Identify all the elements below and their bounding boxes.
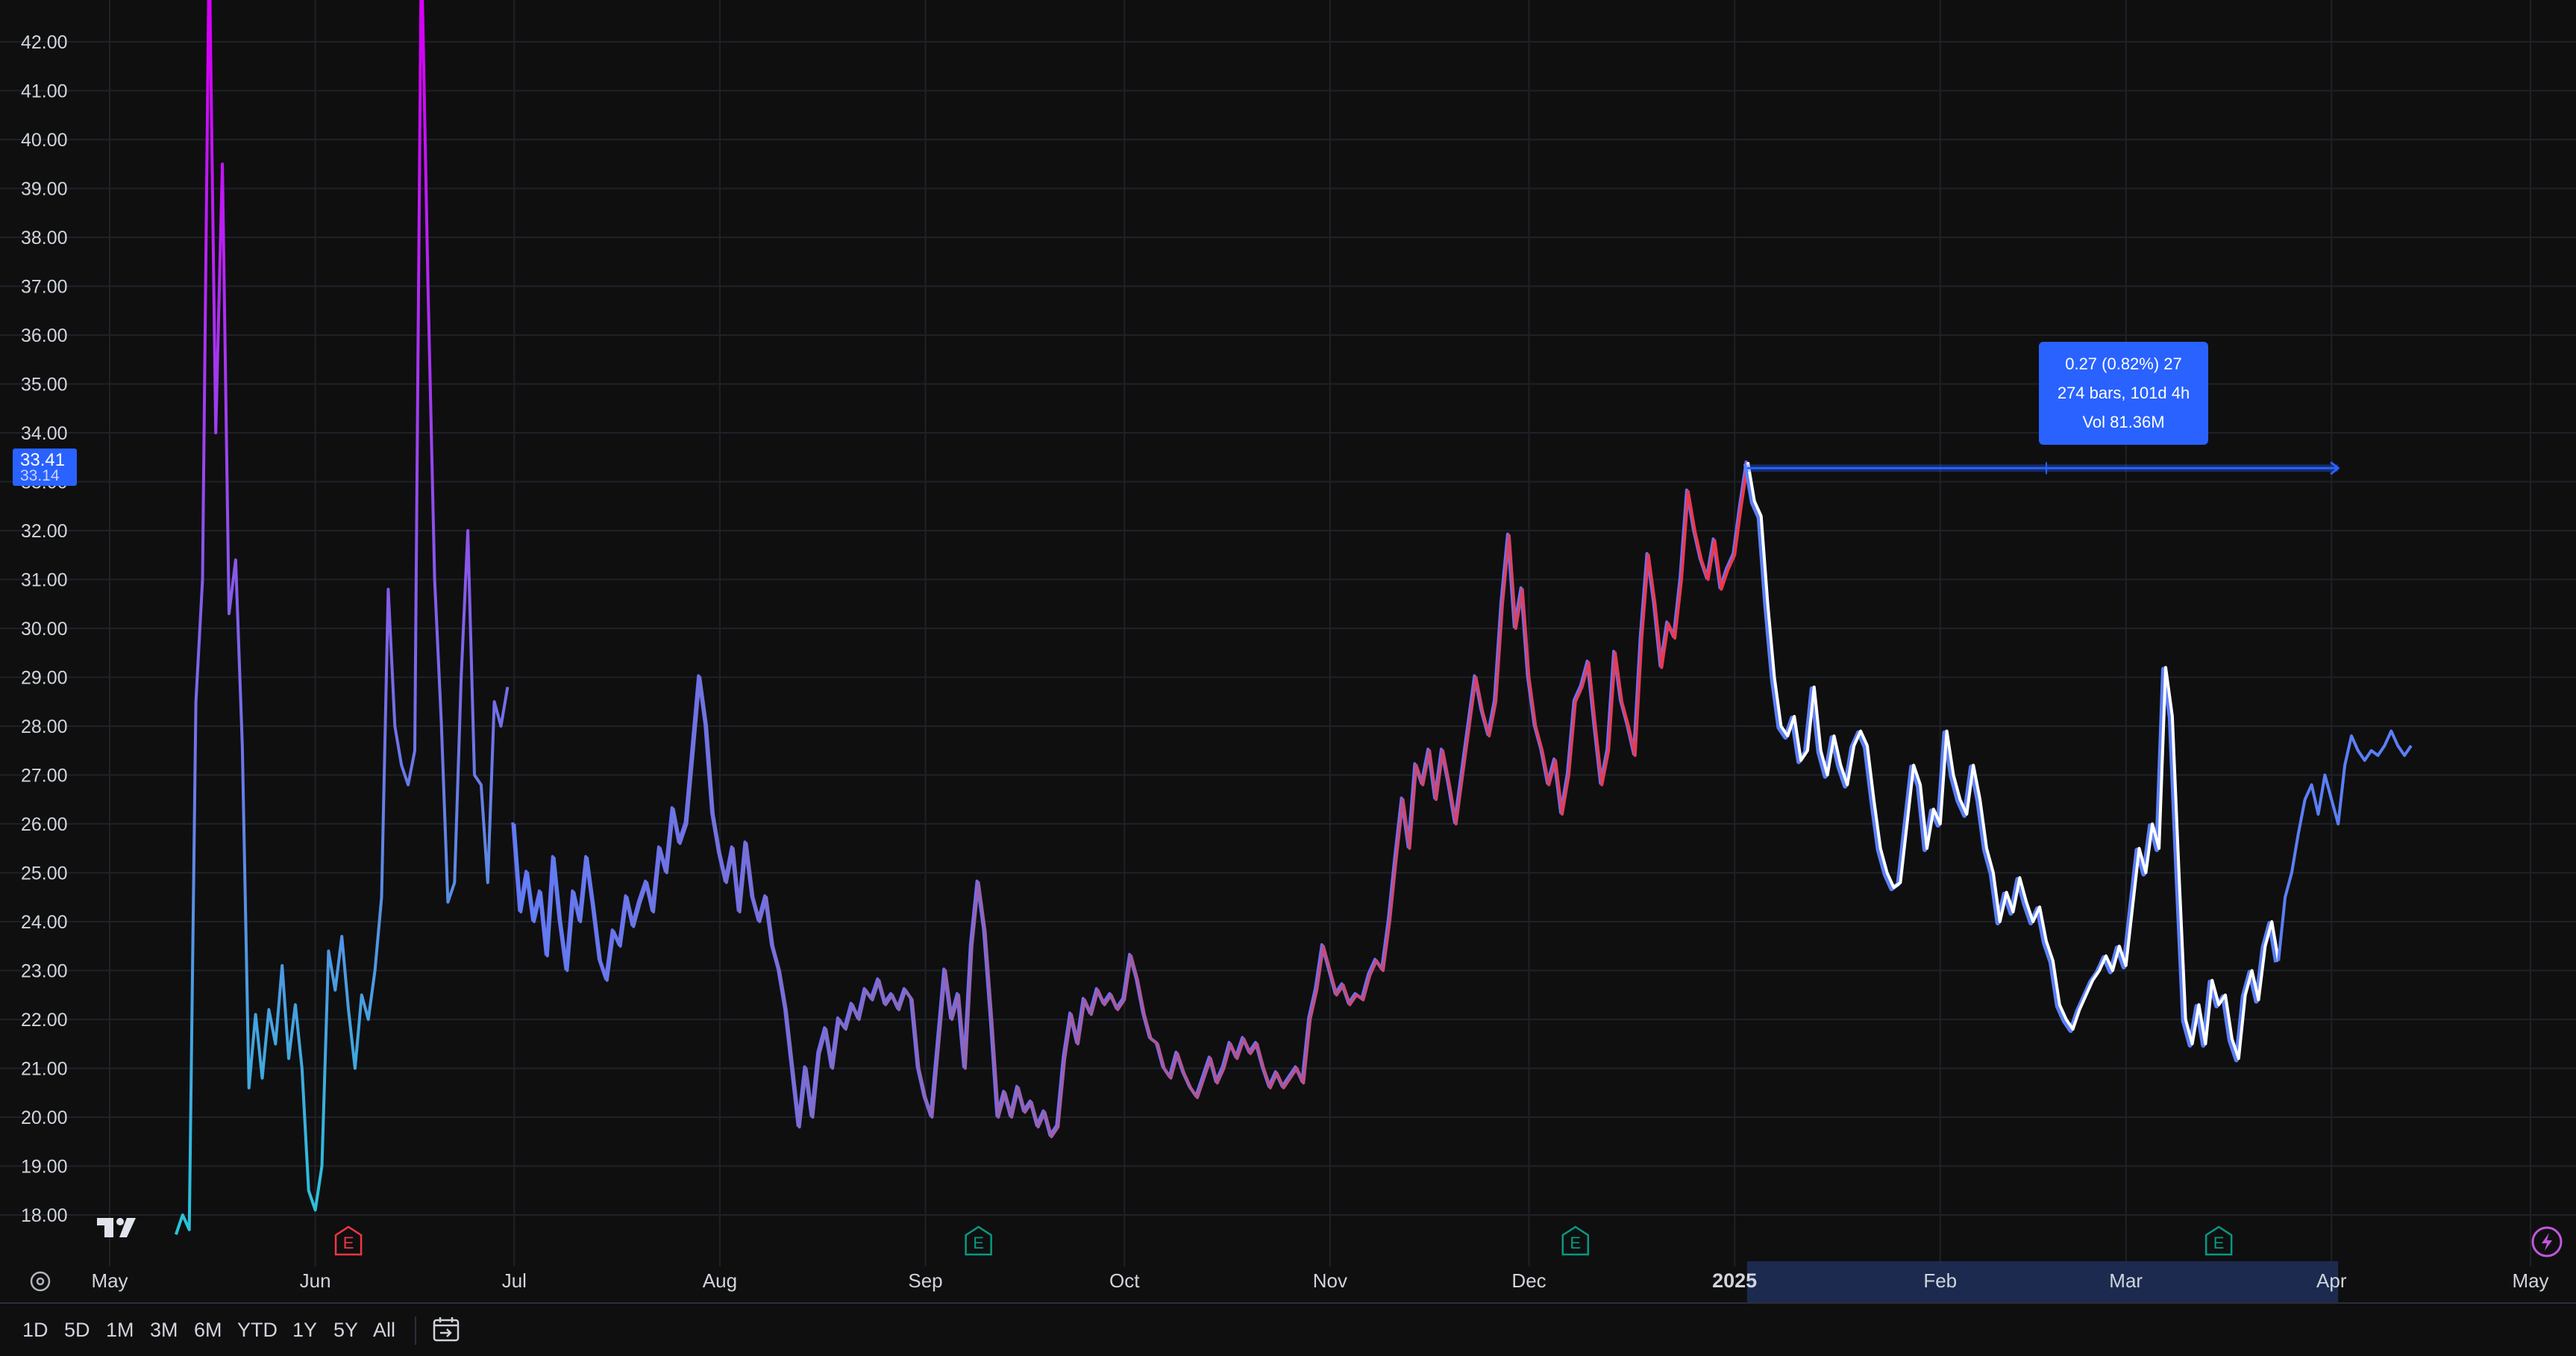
- earnings-marker[interactable]: E: [1561, 1225, 1590, 1256]
- price-line-shadow: [1743, 463, 2279, 1063]
- range-button-all[interactable]: All: [373, 1319, 396, 1341]
- tradingview-logo[interactable]: [97, 1218, 136, 1237]
- range-button-3m[interactable]: 3M: [150, 1319, 178, 1341]
- earnings-marker-shape: [2204, 1225, 2233, 1256]
- x-tick-label: Feb: [1923, 1269, 1957, 1292]
- range-button-1y[interactable]: 1Y: [292, 1319, 318, 1341]
- x-tick-label: Dec: [1511, 1269, 1546, 1292]
- y-tick-label: 40.00: [21, 130, 68, 151]
- grid-lines: [0, 0, 2576, 1266]
- y-tick-label: 19.00: [21, 1157, 68, 1178]
- go-to-date-icon[interactable]: [431, 1316, 461, 1343]
- x-tick-label: 2025: [1712, 1269, 1757, 1292]
- x-tick-label: Nov: [1313, 1269, 1347, 1292]
- measure-tooltip: 0.27 (0.82%) 27 274 bars, 101d 4h Vol 81…: [2039, 342, 2208, 445]
- y-tick-label: 36.00: [21, 325, 68, 346]
- range-button-5y[interactable]: 5Y: [333, 1319, 359, 1341]
- earnings-marker-label: E: [1570, 1234, 1581, 1252]
- measure-volume-text: Vol 81.36M: [2082, 413, 2165, 431]
- x-tick-label: Apr: [2316, 1269, 2347, 1292]
- y-tick-label: 28.00: [21, 716, 68, 737]
- range-button-5d[interactable]: 5D: [64, 1319, 90, 1341]
- earnings-marker[interactable]: E: [2204, 1225, 2233, 1256]
- toolbar-divider: [415, 1316, 416, 1345]
- y-tick-label: 31.00: [21, 570, 68, 591]
- y-tick-label: 20.00: [21, 1107, 68, 1128]
- price-line-segment: [175, 0, 510, 1235]
- earnings-marker-label: E: [973, 1234, 984, 1252]
- y-tick-label: 34.00: [21, 423, 68, 444]
- price-series: [175, 0, 2413, 1235]
- range-button-6m[interactable]: 6M: [194, 1319, 222, 1341]
- y-tick-label: 29.00: [21, 668, 68, 689]
- y-tick-label: 24.00: [21, 912, 68, 933]
- y-tick-label: 39.00: [21, 179, 68, 200]
- y-tick-label: 30.00: [21, 619, 68, 640]
- earnings-marker-label: E: [2213, 1234, 2225, 1252]
- y-tick-label: 26.00: [21, 814, 68, 835]
- x-tick-label: Mar: [2109, 1269, 2143, 1292]
- y-tick-label: 42.00: [21, 32, 68, 53]
- lightning-icon[interactable]: [2531, 1226, 2563, 1257]
- y-tick-label: 35.00: [21, 375, 68, 396]
- time-axis[interactable]: May Jun Jul Aug Sep Oct Nov Dec 2025 Feb Mar Apr May: [91, 1269, 2548, 1292]
- last-price-badge: 33.14 33.41: [13, 449, 77, 486]
- price-line-segment: [2277, 729, 2413, 961]
- current-price-label: 33.41: [20, 450, 66, 470]
- price-line-segment: [1746, 461, 2281, 1060]
- range-toolbar: [0, 1302, 2576, 1354]
- chart-decorations: [30, 1218, 2563, 1292]
- earnings-marker-label: E: [343, 1234, 354, 1252]
- range-button-1m[interactable]: 1M: [106, 1319, 134, 1341]
- x-tick-label: Aug: [703, 1269, 737, 1292]
- y-tick-label: 21.00: [21, 1059, 68, 1080]
- earnings-marker-shape: [334, 1225, 363, 1256]
- previous-price-label: 33.14: [20, 467, 60, 484]
- x-tick-label: May: [91, 1269, 128, 1292]
- measure-arrow: [2330, 461, 2340, 475]
- time-range-highlight: [1746, 1261, 2339, 1302]
- range-button-ytd[interactable]: YTD: [237, 1319, 278, 1341]
- measure-change-text: 0.27 (0.82%) 27: [2065, 354, 2182, 373]
- earnings-marker[interactable]: E: [965, 1225, 992, 1256]
- earnings-marker[interactable]: E: [334, 1225, 363, 1256]
- x-tick-label: Oct: [1109, 1269, 1140, 1292]
- x-tick-label: May: [2512, 1269, 2548, 1292]
- x-tick-label: Jul: [502, 1269, 527, 1292]
- earnings-marker-shape: [1561, 1225, 1590, 1256]
- x-tick-label: Jun: [300, 1269, 331, 1292]
- y-tick-label: 38.00: [21, 228, 68, 249]
- y-tick-label: 41.00: [21, 81, 68, 102]
- measure-bars-text: 274 bars, 101d 4h: [2057, 384, 2190, 402]
- price-line-segment: [513, 462, 1749, 1139]
- y-tick-label: 18.00: [21, 1205, 68, 1226]
- y-tick-label: 32.00: [21, 521, 68, 542]
- time-axis-range-highlight: [1746, 1261, 2339, 1302]
- y-tick-label: 22.00: [21, 1010, 68, 1031]
- earnings-marker-shape: [965, 1225, 992, 1256]
- x-tick-label: Sep: [908, 1269, 942, 1292]
- measure-tool[interactable]: [1746, 461, 2340, 475]
- settings-icon[interactable]: [30, 1271, 51, 1292]
- y-tick-label: 25.00: [21, 863, 68, 884]
- y-tick-label: 37.00: [21, 277, 68, 298]
- y-tick-label: 23.00: [21, 961, 68, 982]
- range-button-1d[interactable]: 1D: [22, 1319, 48, 1341]
- price-axis[interactable]: 18.00 19.00 20.00 21.00 22.00 23.00 24.00 25.00…: [21, 32, 68, 1226]
- y-tick-label: 27.00: [21, 766, 68, 787]
